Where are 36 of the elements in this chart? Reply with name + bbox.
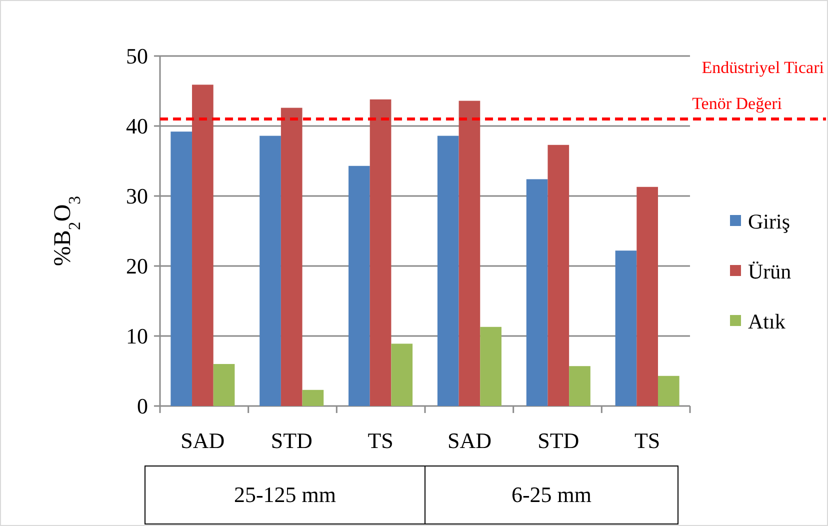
- y-tick-label: 50: [126, 44, 148, 69]
- y-tick-label: 40: [126, 114, 148, 139]
- bar: [458, 100, 480, 406]
- bar: [170, 132, 192, 406]
- y-tick-label: 20: [126, 254, 148, 279]
- ref-line-label: Endüstriyel Ticari Tenör Değeri: [692, 58, 824, 113]
- legend-label: Atık: [748, 309, 786, 334]
- bar: [526, 179, 548, 406]
- text: 6-25 mm: [511, 482, 592, 507]
- x-tick-label: TS: [634, 428, 660, 453]
- x-tick-label: SAD: [180, 428, 225, 453]
- x-tick-label: SAD: [447, 428, 492, 453]
- bar: [370, 99, 392, 406]
- bar: [658, 376, 680, 406]
- bar: [348, 166, 370, 406]
- bar: [548, 144, 570, 406]
- bar: [480, 326, 502, 406]
- bar: [260, 136, 281, 406]
- bar: [615, 250, 637, 406]
- y-tick-label: 10: [126, 324, 148, 349]
- x-tick-label: STD: [538, 428, 580, 453]
- y-tick-label: 0: [137, 394, 148, 419]
- bar: [302, 390, 324, 406]
- text: 25-125 mm: [234, 482, 336, 507]
- bar: [391, 344, 413, 406]
- bar: [192, 84, 214, 406]
- bar: [213, 364, 235, 406]
- bar: [280, 108, 302, 406]
- legend-label: Giriş: [748, 209, 790, 234]
- x-tick-label: STD: [270, 428, 312, 453]
- bar: [569, 366, 590, 406]
- y-tick-label: 30: [126, 184, 148, 209]
- bar: [437, 136, 459, 406]
- bar: [636, 186, 658, 406]
- legend-label: Ürün: [748, 259, 792, 284]
- x-tick-label: TS: [368, 428, 394, 453]
